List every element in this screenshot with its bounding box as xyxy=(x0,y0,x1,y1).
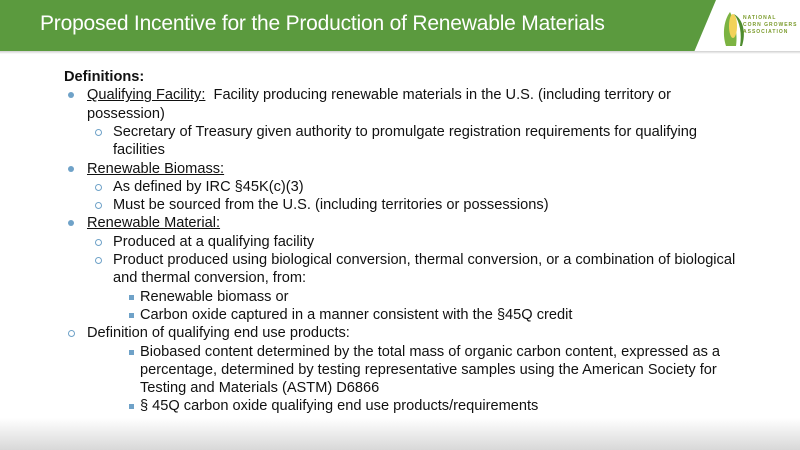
term-label: Renewable Biomass: xyxy=(87,160,225,177)
item-text: Produced at a qualifying facility xyxy=(113,233,315,250)
item-text: possession) xyxy=(87,105,165,122)
list-item: Testing and Materials (ASTM) D6866 xyxy=(140,379,379,397)
list-item: As defined by IRC §45K(c)(3) xyxy=(113,178,304,196)
logo-text: NATIONAL CORN GROWERS ASSOCIATION xyxy=(743,15,798,36)
list-item: Renewable Biomass: xyxy=(87,160,224,178)
circle-bullet-icon xyxy=(95,128,102,136)
list-item: Must be sourced from the U.S. (including… xyxy=(113,196,549,214)
item-text: Definitions: xyxy=(64,69,145,85)
slide-title: Proposed Incentive for the Production of… xyxy=(40,12,605,35)
dot-bullet-icon xyxy=(68,220,74,227)
footer-shade xyxy=(0,418,800,450)
item-text: Testing and Materials (ASTM) D6866 xyxy=(140,380,380,397)
term-label: Qualifying Facility: xyxy=(87,87,206,104)
item-text: facilities xyxy=(113,142,165,159)
dot-bullet-icon xyxy=(68,165,74,172)
list-item: Produced at a qualifying facility xyxy=(113,233,314,251)
item-text: percentage, determined by testing repres… xyxy=(140,361,717,378)
circle-bullet-icon xyxy=(95,257,102,264)
item-text: Facility producing renewable materials i… xyxy=(205,87,671,104)
title-bar xyxy=(0,0,716,51)
item-text: Biobased content determined by the total… xyxy=(140,343,721,360)
list-item: Secretary of Treasury given authority to… xyxy=(113,123,697,141)
list-item: percentage, determined by testing repres… xyxy=(140,361,717,379)
item-text: Renewable biomass or xyxy=(140,288,289,305)
logo-line: CORN GROWERS xyxy=(743,22,798,28)
item-text: Product produced using biological conver… xyxy=(113,252,736,268)
circle-bullet-icon xyxy=(95,202,102,210)
list-item: Definitions: xyxy=(64,68,144,86)
item-text: Carbon oxide captured in a manner consis… xyxy=(140,306,573,323)
square-bullet-icon xyxy=(129,312,134,318)
item-text: § 45Q carbon oxide qualifying end use pr… xyxy=(140,398,539,415)
list-item: Carbon oxide captured in a manner consis… xyxy=(140,306,572,324)
item-text: As defined by IRC §45K(c)(3) xyxy=(113,178,304,195)
list-item: Renewable Material: xyxy=(87,214,220,232)
list-item: possession) xyxy=(87,105,165,123)
list-item: Renewable biomass or xyxy=(140,288,288,306)
logo-line: ASSOCIATION xyxy=(743,29,789,35)
list-item: § 45Q carbon oxide qualifying end use pr… xyxy=(140,397,538,415)
item-text: Secretary of Treasury given authority to… xyxy=(113,123,698,140)
square-bullet-icon xyxy=(129,404,134,410)
list-item: Definition of qualifying end use product… xyxy=(87,324,350,342)
term-label: Renewable Material: xyxy=(87,215,221,232)
item-text: Must be sourced from the U.S. (including… xyxy=(113,197,549,214)
header-divider xyxy=(0,51,800,54)
circle-bullet-icon xyxy=(95,183,102,191)
circle-bullet-icon xyxy=(95,238,102,246)
item-text: Definition of qualifying end use product… xyxy=(87,325,350,342)
list-item: Biobased content determined by the total… xyxy=(140,343,720,361)
dot-bullet-icon xyxy=(68,92,74,99)
item-text: and thermal conversion, from: xyxy=(113,270,307,287)
list-item: Qualifying Facility: Facility producing … xyxy=(87,86,671,104)
list-item: and thermal conversion, from: xyxy=(113,269,306,287)
logo-line: NATIONAL xyxy=(743,15,777,21)
square-bullet-icon xyxy=(129,294,134,300)
list-item: facilities xyxy=(113,141,165,159)
square-bullet-icon xyxy=(129,349,134,355)
corn-logo-icon xyxy=(723,12,744,46)
circle-bullet-icon xyxy=(68,330,75,338)
list-item: Product produced using biological conver… xyxy=(113,251,735,269)
